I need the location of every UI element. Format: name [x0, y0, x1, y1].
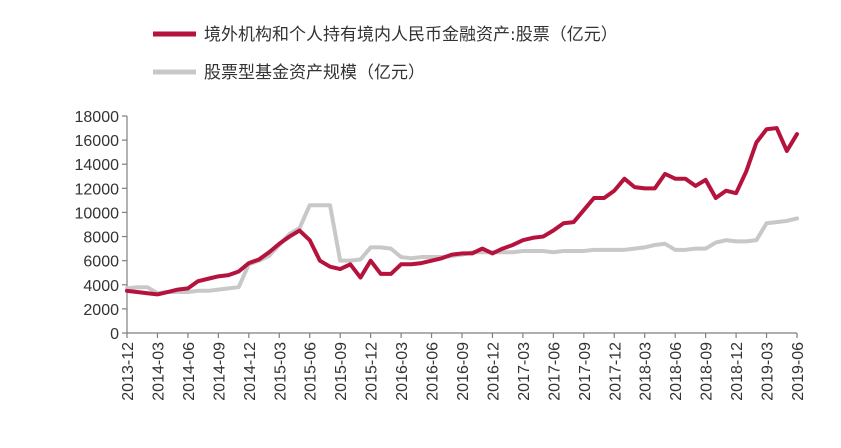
- y-tick-label: 2000: [83, 302, 119, 319]
- x-tick-label: 2014-06: [181, 342, 198, 401]
- x-tick-label: 2017-06: [546, 342, 563, 401]
- legend-item-series-1: 境外机构和个人持有境内人民币金融资产:股票（亿元）: [153, 25, 618, 45]
- x-tick-label: 2013-12: [120, 342, 137, 401]
- x-tick-label: 2016-12: [485, 342, 502, 401]
- y-tick-label: 6000: [83, 254, 119, 271]
- x-tick-label: 2018-12: [729, 342, 746, 401]
- legend-label-series-2: 股票型基金资产规模（亿元）: [204, 63, 425, 83]
- y-tick-label: 18000: [75, 109, 120, 126]
- y-tick-label: 8000: [83, 230, 119, 247]
- y-tick-label: 16000: [75, 133, 120, 150]
- x-tick-label: 2017-09: [577, 342, 594, 401]
- series-line-1: [125, 126, 799, 297]
- x-axis: 2013-12 2014-03 2014-06 2014-09 2014-12 2015-…: [120, 332, 807, 401]
- x-tick-label: 2014-03: [150, 342, 167, 401]
- x-tick-label: 2015-09: [333, 342, 350, 401]
- x-tick-label: 2015-03: [272, 342, 289, 401]
- series-layer: [125, 126, 799, 297]
- x-tick-label: 2015-12: [364, 342, 381, 401]
- x-tick-label: 2016-06: [425, 342, 442, 401]
- x-tick-label: 2017-03: [516, 342, 533, 401]
- x-tick-label: 2018-09: [699, 342, 716, 401]
- legend-label-series-1: 境外机构和个人持有境内人民币金融资产:股票（亿元）: [204, 25, 618, 45]
- y-tick-label: 10000: [75, 205, 120, 222]
- legend-item-series-2: 股票型基金资产规模（亿元）: [153, 63, 425, 83]
- y-tick-label: 0: [110, 326, 119, 343]
- x-tick-label: 2019-06: [790, 342, 807, 401]
- y-tick-label: 4000: [83, 278, 119, 295]
- y-tick-label: 14000: [75, 157, 120, 174]
- x-tick-label: 2015-06: [303, 342, 320, 401]
- x-tick-label: 2016-03: [394, 342, 411, 401]
- x-tick-label: 2018-06: [668, 342, 685, 401]
- x-tick-label: 2017-12: [607, 342, 624, 401]
- x-tick-label: 2014-09: [211, 342, 228, 401]
- x-tick-label: 2019-03: [760, 342, 777, 401]
- y-tick-label: 12000: [75, 181, 120, 198]
- series-line-2: [125, 203, 799, 296]
- legend: 境外机构和个人持有境内人民币金融资产:股票（亿元） 股票型基金资产规模（亿元）: [153, 25, 618, 83]
- x-tick-label: 2018-03: [638, 342, 655, 401]
- x-tick-label: 2016-09: [455, 342, 472, 401]
- y-axis: 0 2000 4000 6000 8000 10000 12000 14000 16000 180…: [75, 109, 128, 343]
- x-tick-label: 2014-12: [242, 342, 259, 401]
